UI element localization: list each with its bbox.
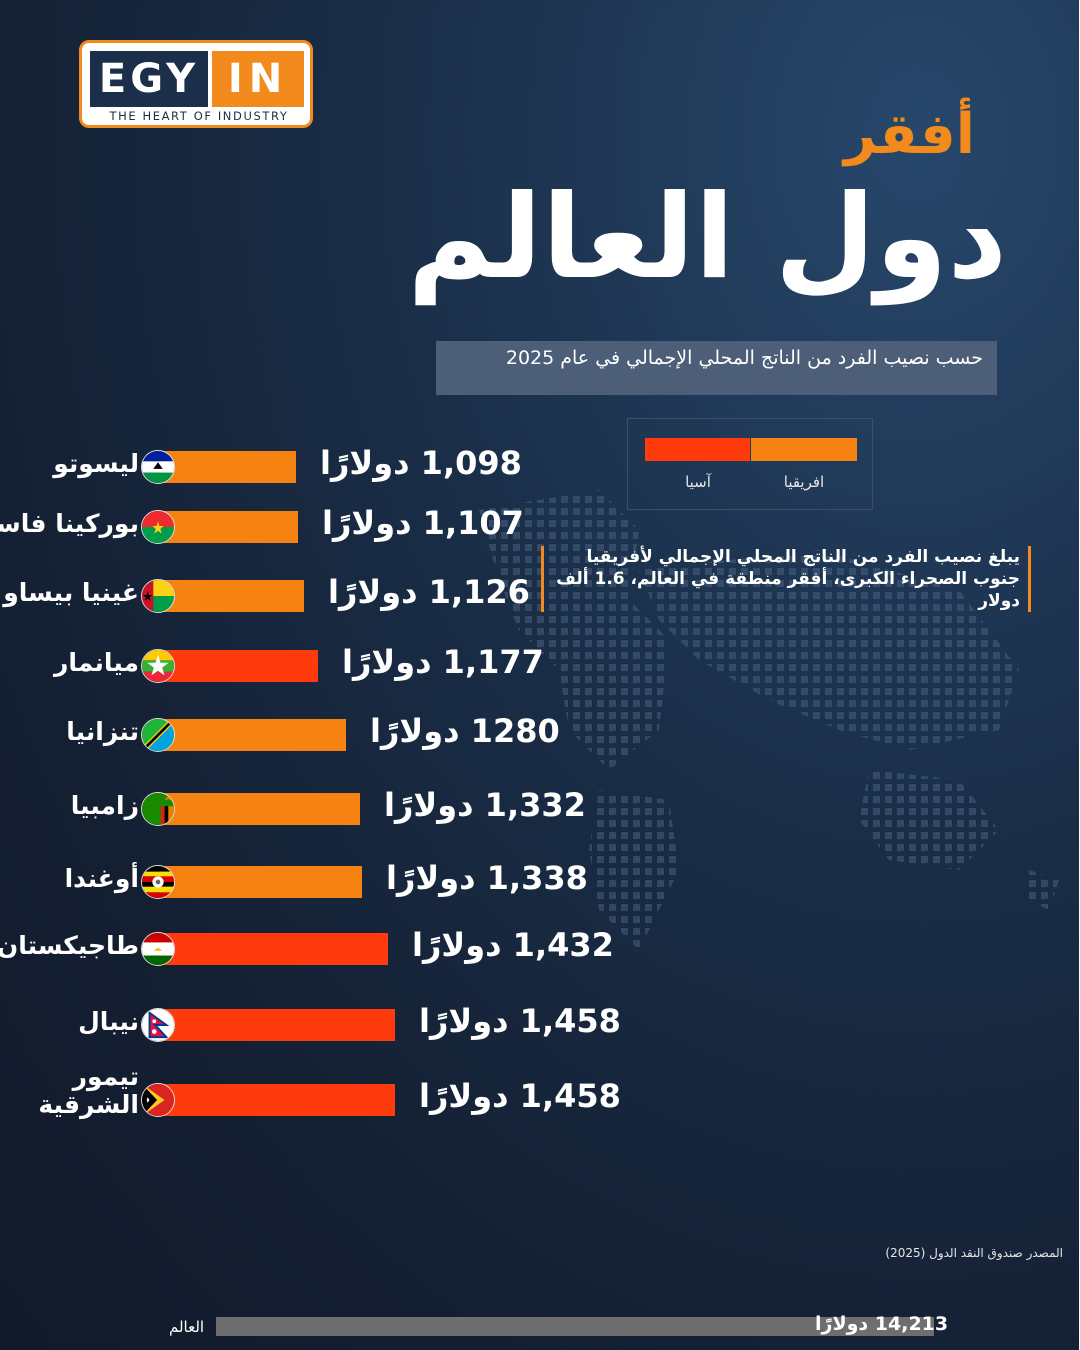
chart-row: بوركينا فاسو 1,107 دولارًا	[0, 502, 560, 552]
chart-row: نيبال 1,458 دولارًا	[0, 1000, 622, 1050]
bar-guinea-bissau	[160, 580, 305, 612]
nepal-flag-icon	[142, 1008, 176, 1042]
egyin-logo: EGY IN THE HEART OF INDUSTRY	[80, 40, 314, 128]
country-label: نيبال	[79, 1007, 140, 1036]
chart-row: غينيا بيساو 1,126 دولارًا	[0, 571, 560, 621]
country-label: تنزانيا	[67, 717, 140, 746]
bar-uganda	[160, 866, 363, 898]
title-line-1: أفقر	[844, 102, 976, 167]
bar-zambia	[160, 793, 361, 825]
lesotho-flag-icon	[142, 450, 176, 484]
chart-row: تيمور الشرقية 1,458 دولارًا	[0, 1063, 622, 1125]
country-label: تيمور الشرقية	[39, 1062, 140, 1119]
value-label: 1,338 دولارًا	[387, 859, 589, 897]
country-label: طاجيكستان	[0, 931, 140, 960]
legend: افريقيا آسيا	[628, 418, 874, 510]
logo-in-text: IN	[213, 51, 305, 107]
value-label: 1,432 دولارًا	[413, 926, 615, 964]
bar-east-timor	[160, 1084, 396, 1116]
country-label: ميانمار	[55, 648, 140, 677]
world-value-label: 14,213 دولارًا	[816, 1313, 950, 1335]
bar-burkina-faso	[160, 511, 299, 543]
guinea-bissau-flag-icon	[142, 579, 176, 613]
country-label: ليسوتو	[54, 449, 140, 478]
chart-row: طاجيكستان 1,432 دولارًا	[0, 924, 615, 974]
legend-asia-swatch	[646, 438, 751, 461]
tajikistan-flag-icon	[142, 932, 176, 966]
bar-tanzania	[160, 719, 347, 751]
bar-myanmar	[160, 650, 319, 682]
source-note: المصدر صندوق النقد الدول (2025)	[886, 1246, 1064, 1260]
chart-row: أوغندا 1,338 دولارًا	[0, 857, 589, 907]
east-timor-flag-icon	[142, 1083, 176, 1117]
world-bar	[217, 1317, 935, 1336]
world-map-dots	[480, 490, 1060, 950]
country-label: زامبيا	[71, 791, 140, 820]
logo-egy-text: EGY	[91, 51, 209, 107]
legend-africa-label: افريقيا	[784, 473, 826, 491]
value-label: 1280 دولارًا	[371, 712, 561, 750]
bar-lesotho	[160, 451, 297, 483]
value-label: 1,458 دولارًا	[420, 1002, 622, 1040]
country-label: غينيا بيساو	[4, 578, 140, 607]
chart-row: ليسوتو 1,098 دولارًا	[0, 442, 560, 492]
bar-tajikistan	[160, 933, 389, 965]
uganda-flag-icon	[142, 865, 176, 899]
chart-row: ميانمار 1,177 دولارًا	[0, 641, 560, 691]
logo-tagline: THE HEART OF INDUSTRY	[110, 109, 290, 123]
value-label: 1,177 دولارًا	[343, 643, 545, 681]
region-note: يبلغ نصيب الفرد من الناتج المحلي الإجمال…	[542, 546, 1032, 613]
bar-nepal	[160, 1009, 396, 1041]
legend-asia-label: آسيا	[686, 473, 712, 491]
value-label: 1,107 دولارًا	[323, 504, 525, 542]
chart-row: زامبيا 1,332 دولارًا	[0, 784, 587, 834]
subtitle: حسب نصيب الفرد من الناتج المحلي الإجمالي…	[437, 341, 998, 395]
chart-row: تنزانيا 1280 دولارًا	[0, 710, 561, 760]
value-label: 1,126 دولارًا	[329, 573, 531, 611]
title-line-2: دول العالم	[408, 170, 1008, 305]
world-label: العالم	[170, 1318, 206, 1336]
value-label: 1,098 دولارًا	[321, 444, 523, 482]
burkina-faso-flag-icon	[142, 510, 176, 544]
tanzania-flag-icon	[142, 718, 176, 752]
value-label: 1,332 دولارًا	[385, 786, 587, 824]
country-label: أوغندا	[65, 864, 140, 893]
value-label: 1,458 دولارًا	[420, 1077, 622, 1115]
zambia-flag-icon	[142, 792, 176, 826]
country-label: بوركينا فاسو	[0, 509, 140, 538]
legend-africa-swatch	[752, 438, 858, 461]
myanmar-flag-icon	[142, 649, 176, 683]
